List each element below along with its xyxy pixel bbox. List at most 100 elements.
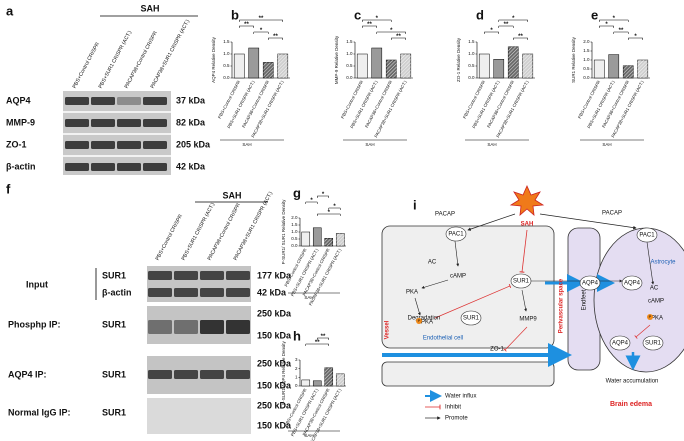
bar xyxy=(608,54,620,79)
y-tick-label: 1.5 xyxy=(583,48,590,53)
band xyxy=(65,163,89,171)
legend-label: Promote xyxy=(445,416,468,422)
legend-label: Water influx xyxy=(445,394,476,400)
band xyxy=(143,141,167,149)
y-axis-title: ZO-1 Relative Density xyxy=(456,37,461,82)
y-axis-title: P-SUR1/AQP4 Relative Density xyxy=(281,340,286,404)
lane-label: PACAP38+SUR1 CRISPR (ACT.) xyxy=(150,19,192,90)
band xyxy=(174,288,198,297)
diagram-label: PACAP xyxy=(602,211,622,217)
section-label: AQP4 IP: xyxy=(8,369,47,379)
sig-bracket xyxy=(239,25,254,28)
band xyxy=(65,97,89,105)
bar xyxy=(312,380,322,387)
diagram-label: PAC1 xyxy=(639,233,655,239)
diagram-label: cAMP xyxy=(648,299,664,305)
sig-bracket xyxy=(317,213,341,216)
band xyxy=(143,97,167,105)
panel-label: i xyxy=(413,197,417,212)
sig-label: * xyxy=(333,204,336,210)
sig-bracket xyxy=(376,31,406,34)
band xyxy=(148,370,172,379)
band xyxy=(226,370,250,379)
bar xyxy=(478,53,490,79)
band xyxy=(117,141,141,149)
band xyxy=(200,271,224,280)
bar xyxy=(356,53,368,79)
diagram-label: SAH xyxy=(521,222,534,228)
sig-bracket xyxy=(328,207,341,210)
sig-bracket xyxy=(239,19,283,22)
y-axis-title: MMP-9 Relative Density xyxy=(334,35,339,84)
size-label: 42 kDa xyxy=(257,287,287,297)
sig-bracket xyxy=(362,19,392,22)
sig-bracket xyxy=(305,343,329,346)
panel-label: h xyxy=(293,328,301,343)
bar-hatch xyxy=(386,60,397,78)
node-shape xyxy=(647,314,653,320)
diagram-label: Water accumulation xyxy=(606,379,659,385)
sig-label: * xyxy=(376,16,379,22)
diagram-label: AC xyxy=(428,260,437,266)
sig-bracket xyxy=(391,37,406,40)
size-label: 150 kDa xyxy=(257,420,292,430)
bar-hatch xyxy=(336,233,345,246)
sig-bracket xyxy=(305,201,318,204)
diagram-label: PACAP xyxy=(435,212,455,218)
band xyxy=(148,320,172,334)
y-tick-label: 0.0 xyxy=(223,75,230,80)
size-label: 82 kDa xyxy=(176,117,206,127)
bar-hatch xyxy=(336,373,345,386)
sig-label: * xyxy=(310,198,313,204)
sig-label: ** xyxy=(315,340,320,346)
sig-bracket xyxy=(253,31,269,34)
band xyxy=(174,370,198,379)
bar-hatch xyxy=(324,238,333,246)
y-tick-label: 0.5 xyxy=(223,63,230,68)
band xyxy=(117,97,141,105)
sig-label: * xyxy=(490,28,493,34)
section-label: Normal IgG IP: xyxy=(8,407,71,417)
node-shape xyxy=(642,335,664,351)
legend-label: Inhibit xyxy=(445,405,461,411)
sig-label: ** xyxy=(367,22,372,28)
diagram-label: Perivascular space xyxy=(559,278,565,333)
y-tick-label: 3 xyxy=(295,357,298,362)
y-tick-label: 1.0 xyxy=(291,229,298,234)
bar xyxy=(301,231,311,247)
sig-bracket xyxy=(613,31,629,34)
y-tick-label: 1 xyxy=(295,375,298,380)
bar xyxy=(493,59,505,79)
band xyxy=(226,320,250,334)
bar xyxy=(593,59,605,79)
diagram-label: AQP4 xyxy=(612,341,629,347)
sig-label: * xyxy=(328,210,331,216)
band xyxy=(226,288,250,297)
sig-label: ** xyxy=(518,34,523,40)
y-tick-label: 0.5 xyxy=(468,63,475,68)
band xyxy=(117,163,141,171)
sig-bracket xyxy=(484,31,499,34)
group-label: SAH xyxy=(304,295,313,300)
bar-hatch xyxy=(324,367,333,386)
band xyxy=(143,119,167,127)
sig-label: ** xyxy=(504,22,509,28)
node-shape xyxy=(636,227,658,243)
diagram-label: Endothelial cell xyxy=(423,336,463,342)
sig-bracket xyxy=(628,37,643,40)
sig-bracket xyxy=(498,19,528,22)
size-label: 42 kDa xyxy=(176,161,206,171)
y-tick-label: 0.5 xyxy=(291,236,298,241)
sig-label: * xyxy=(260,28,263,34)
band xyxy=(226,271,250,280)
node-shape xyxy=(416,318,422,324)
y-tick-label: 0.0 xyxy=(291,243,298,248)
y-tick-label: 1.0 xyxy=(223,51,230,56)
bar xyxy=(371,47,383,79)
size-label: 150 kDa xyxy=(257,330,292,340)
node-shape xyxy=(621,275,643,291)
y-tick-label: 2.0 xyxy=(583,39,590,44)
diagram-label: PKA xyxy=(421,320,433,326)
section-label: Phosphp IP: xyxy=(8,319,61,329)
